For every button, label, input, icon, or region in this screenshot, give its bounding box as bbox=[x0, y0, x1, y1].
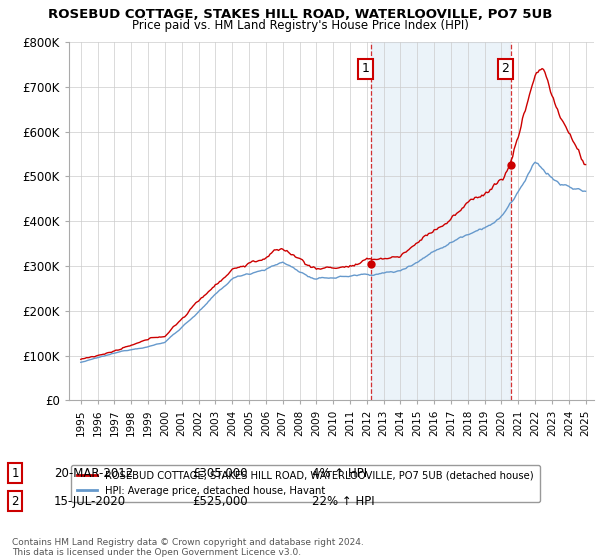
Text: Contains HM Land Registry data © Crown copyright and database right 2024.
This d: Contains HM Land Registry data © Crown c… bbox=[12, 538, 364, 557]
Legend: ROSEBUD COTTAGE, STAKES HILL ROAD, WATERLOOVILLE, PO7 5UB (detached house), HPI:: ROSEBUD COTTAGE, STAKES HILL ROAD, WATER… bbox=[71, 465, 540, 502]
Text: 1: 1 bbox=[362, 62, 370, 76]
Text: 4% ↑ HPI: 4% ↑ HPI bbox=[312, 466, 367, 480]
Text: 20-MAR-2012: 20-MAR-2012 bbox=[54, 466, 133, 480]
Text: £305,000: £305,000 bbox=[192, 466, 248, 480]
Text: ROSEBUD COTTAGE, STAKES HILL ROAD, WATERLOOVILLE, PO7 5UB: ROSEBUD COTTAGE, STAKES HILL ROAD, WATER… bbox=[48, 8, 552, 21]
Text: 2: 2 bbox=[502, 62, 509, 76]
Text: 22% ↑ HPI: 22% ↑ HPI bbox=[312, 494, 374, 508]
Text: 2: 2 bbox=[11, 494, 19, 508]
Text: 1: 1 bbox=[11, 466, 19, 480]
Text: £525,000: £525,000 bbox=[192, 494, 248, 508]
Text: 15-JUL-2020: 15-JUL-2020 bbox=[54, 494, 126, 508]
Text: Price paid vs. HM Land Registry's House Price Index (HPI): Price paid vs. HM Land Registry's House … bbox=[131, 19, 469, 32]
